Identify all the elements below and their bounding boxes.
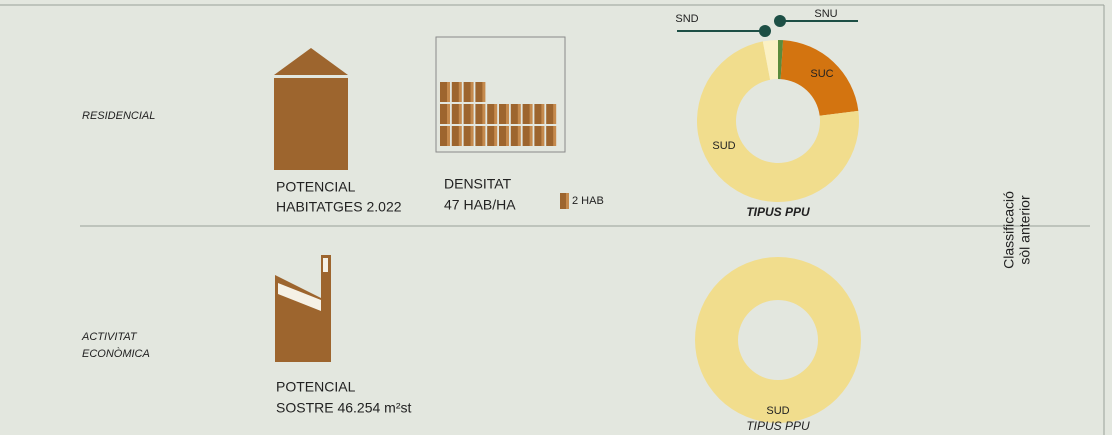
brick-side bbox=[529, 104, 533, 124]
brick-side bbox=[470, 126, 474, 146]
brick-side bbox=[482, 126, 486, 146]
brick bbox=[534, 104, 543, 124]
chart-title: TIPUS PPU bbox=[746, 419, 810, 433]
brick-legend-icon bbox=[560, 193, 567, 209]
segment-label: SND bbox=[675, 13, 698, 25]
brick bbox=[546, 126, 555, 146]
house-body bbox=[274, 78, 348, 170]
house-roof bbox=[274, 48, 348, 75]
densitat-label: 47 HAB/HA bbox=[444, 197, 516, 213]
brick-legend: 2 HAB bbox=[572, 195, 604, 207]
brick bbox=[463, 104, 472, 124]
brick bbox=[510, 126, 519, 146]
side-label-group: Classificació sòl anterior bbox=[1001, 191, 1033, 269]
segment-label: SUD bbox=[712, 140, 735, 152]
brick-side bbox=[517, 126, 521, 146]
callout-dot bbox=[759, 25, 771, 37]
potencial-label: HABITATGES 2.022 bbox=[276, 199, 402, 215]
brick-side bbox=[482, 82, 486, 102]
brick bbox=[440, 126, 448, 146]
factory bbox=[275, 255, 331, 362]
brick-side bbox=[447, 104, 450, 124]
brick-side bbox=[458, 104, 462, 124]
donut-segment bbox=[695, 257, 861, 423]
brick bbox=[463, 82, 472, 102]
brick bbox=[440, 104, 448, 124]
brick bbox=[475, 104, 484, 124]
brick-side bbox=[458, 126, 462, 146]
brick bbox=[546, 104, 555, 124]
brick-side bbox=[470, 82, 474, 102]
brick-legend-icon bbox=[566, 193, 569, 209]
factory-highlight bbox=[278, 283, 321, 311]
donut-segment bbox=[778, 40, 784, 80]
brick bbox=[463, 126, 472, 146]
brick-side bbox=[541, 126, 545, 146]
brick bbox=[487, 126, 496, 146]
brick bbox=[534, 126, 543, 146]
brick-side bbox=[553, 126, 557, 146]
brick bbox=[499, 126, 507, 146]
brick bbox=[451, 104, 460, 124]
brick-side bbox=[482, 104, 486, 124]
brick-side bbox=[529, 126, 533, 146]
brick-side bbox=[447, 82, 450, 102]
sostre-label: POTENCIAL bbox=[276, 379, 356, 395]
brick-side bbox=[470, 104, 474, 124]
densitat-label: DENSITAT bbox=[444, 176, 512, 192]
callout-dot bbox=[774, 15, 786, 27]
row-label: RESIDENCIAL bbox=[82, 110, 155, 122]
brick bbox=[475, 126, 484, 146]
donut-segment bbox=[780, 40, 859, 116]
row-label: ACTIVITAT bbox=[81, 331, 138, 343]
side-label: Classificació bbox=[1001, 191, 1017, 269]
brick-side bbox=[458, 82, 462, 102]
brick-side bbox=[506, 104, 509, 124]
brick bbox=[451, 82, 460, 102]
segment-label: SUD bbox=[766, 405, 789, 417]
brick bbox=[510, 104, 519, 124]
brick bbox=[475, 82, 484, 102]
brick bbox=[499, 104, 507, 124]
brick-side bbox=[506, 126, 509, 146]
brick-side bbox=[517, 104, 521, 124]
brick bbox=[451, 126, 460, 146]
bricks bbox=[440, 82, 557, 146]
donut-segment bbox=[762, 40, 778, 80]
brick bbox=[522, 104, 531, 124]
segment-label: SNU bbox=[814, 8, 837, 20]
segment-label: SUC bbox=[810, 68, 833, 80]
brick-side bbox=[553, 104, 557, 124]
brick-side bbox=[494, 104, 498, 124]
factory-chimney bbox=[323, 258, 328, 272]
row-label: ECONÒMICA bbox=[82, 347, 150, 360]
potencial-label: POTENCIAL bbox=[276, 179, 356, 195]
donut-segment bbox=[696, 41, 859, 203]
chart-title: TIPUS PPU bbox=[746, 205, 810, 219]
density-box bbox=[435, 36, 566, 153]
brick-side bbox=[494, 126, 498, 146]
brick bbox=[487, 104, 496, 124]
brick-side bbox=[541, 104, 545, 124]
side-label: sòl anterior bbox=[1017, 195, 1033, 265]
sostre-label: SOSTRE 46.254 m²st bbox=[276, 400, 411, 416]
brick bbox=[522, 126, 531, 146]
brick bbox=[440, 82, 448, 102]
brick-side bbox=[447, 126, 450, 146]
